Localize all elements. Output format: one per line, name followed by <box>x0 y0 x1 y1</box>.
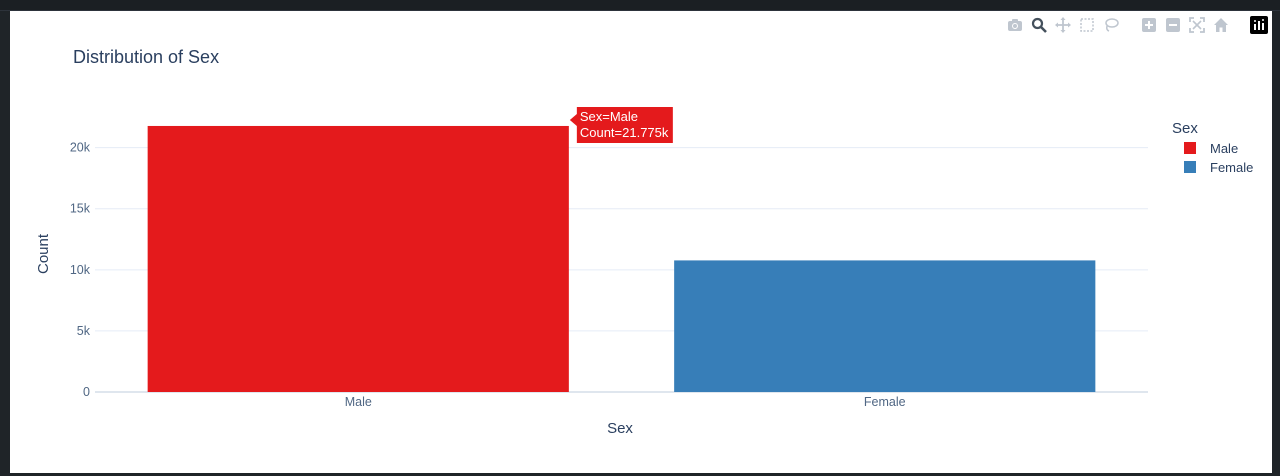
y-tick-label: 20k <box>70 141 91 155</box>
bars <box>147 125 1096 392</box>
hover-line-1: Sex=Male <box>580 109 638 124</box>
y-tick-label: 15k <box>70 202 91 216</box>
zoom-in-icon[interactable] <box>1140 16 1158 34</box>
x-tick-label-male: Male <box>345 395 372 409</box>
x-tick-labels: Male Female <box>345 395 906 409</box>
zoom-icon[interactable] <box>1030 16 1048 34</box>
bar-chart: Distribution of Sex 0 5k 10k 15k 20k Male Fem… <box>35 47 1253 437</box>
legend-title: Sex <box>1172 120 1198 137</box>
pan-icon[interactable] <box>1054 16 1072 34</box>
zoom-out-icon[interactable] <box>1164 16 1182 34</box>
top-bar <box>0 0 1280 11</box>
hover-line-2: Count=21.775k <box>580 125 669 140</box>
modebar <box>1006 15 1268 35</box>
reset-axes-icon[interactable] <box>1212 16 1230 34</box>
hover-tooltip: Sex=Male Count=21.775k <box>569 106 673 143</box>
legend-swatch-male <box>1184 142 1196 154</box>
lasso-icon[interactable] <box>1102 16 1120 34</box>
hover-box <box>569 106 673 143</box>
box-select-icon[interactable] <box>1078 16 1096 34</box>
autoscale-icon[interactable] <box>1188 16 1206 34</box>
y-axis-label: Count <box>35 233 52 274</box>
bar-female[interactable] <box>674 260 1096 392</box>
legend: Sex Male Female <box>1172 120 1253 175</box>
bar-male[interactable] <box>147 125 569 392</box>
legend-swatch-female <box>1184 161 1196 173</box>
camera-icon[interactable] <box>1006 16 1024 34</box>
legend-label-female: Female <box>1210 160 1253 175</box>
x-tick-label-female: Female <box>864 395 906 409</box>
legend-item-female[interactable]: Female <box>1184 160 1253 175</box>
legend-label-male: Male <box>1210 141 1238 156</box>
plotly-logo-icon[interactable] <box>1250 16 1268 34</box>
y-tick-label: 10k <box>70 263 91 277</box>
x-axis-label: Sex <box>607 420 633 437</box>
y-tick-label: 0 <box>83 385 90 399</box>
legend-item-male[interactable]: Male <box>1184 141 1238 156</box>
y-tick-labels: 0 5k 10k 15k 20k <box>70 141 91 399</box>
chart-title: Distribution of Sex <box>73 47 219 67</box>
y-tick-label: 5k <box>77 324 91 338</box>
plot-container: Distribution of Sex 0 5k 10k 15k 20k Male Fem… <box>10 11 1272 473</box>
